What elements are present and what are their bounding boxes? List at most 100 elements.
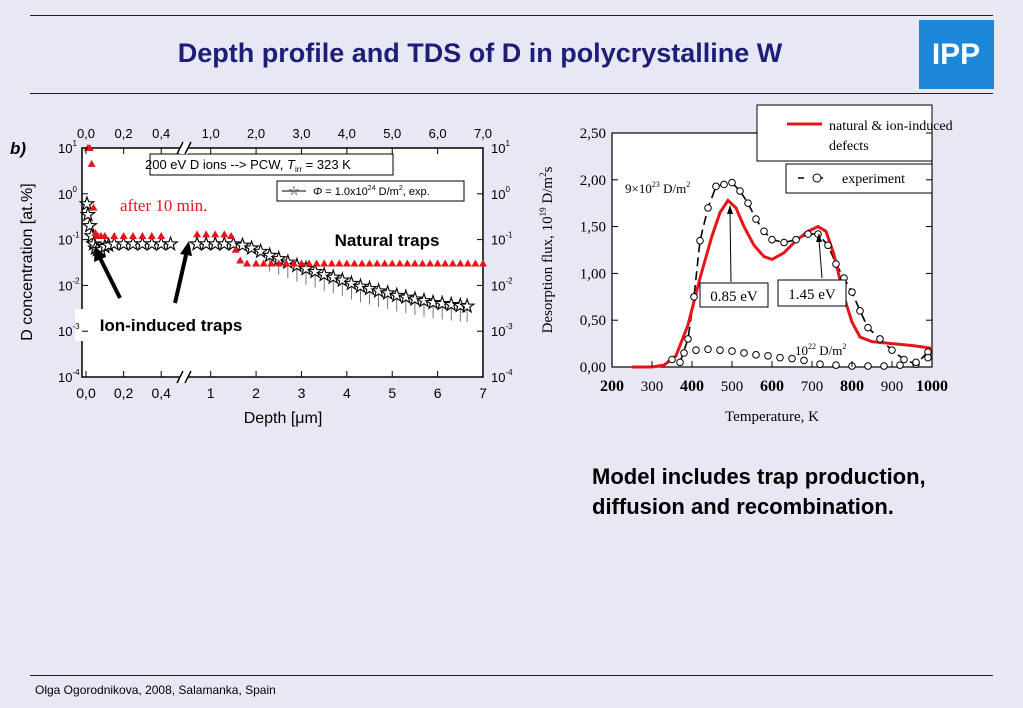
tds-x-tick-label-0: 200 [600,378,624,395]
model-point-36 [357,259,366,267]
axis-break-a-1 [176,370,184,384]
exp-high-point-20 [848,288,856,296]
exp-low-point-7 [752,351,760,359]
exp-point-41 [406,290,424,307]
x-tick-label-b-0: 1 [207,385,215,401]
x-tick-label-b-5: 6 [434,385,442,401]
x-axis-title: Depth [μm] [244,410,323,427]
legend-exp-text: experiment [842,172,905,187]
x-tick-label-1: 0,2 [114,385,134,401]
legend-model-line1: natural & ion-induced [829,119,953,134]
exp-point-43 [424,293,442,310]
model-point-30 [312,259,321,267]
model-point-15 [202,230,211,238]
exp-point-29 [297,260,315,276]
tds-y-tick-label-4: 2,00 [580,173,606,189]
x-tick-label-b-3: 4 [343,385,351,401]
tds-x-tick-label-8: 1000 [916,378,948,395]
exp-low-point-19 [924,353,932,362]
exp-point-45 [442,295,460,312]
title-rule [30,93,993,94]
exp-high-point-15 [804,230,812,238]
ion-induced-traps-label: Ion-induced traps [100,316,243,335]
legend-exp-marker [812,173,822,183]
peak1-arrow [729,211,732,283]
model-point-37 [365,259,374,267]
model-point-18 [227,231,236,239]
x-tick-label-b-1: 2 [252,385,260,401]
model-point-41 [395,259,404,267]
exp-point-25 [261,246,279,263]
y-tick-label-right-4: 10-3 [491,322,513,339]
x-tick-label-b-4: 5 [388,385,396,401]
exp-point-1 [79,205,97,222]
axis-break-b-0 [184,141,192,155]
natural-traps-box [315,224,460,255]
arrow-ion-1-head [94,246,106,262]
exp-low-point-12 [816,360,824,368]
tds-x-tick-label-1: 300 [641,379,664,395]
model-point-9 [119,231,128,239]
exp-low-point-16 [880,362,888,370]
legend-star-marker: ☆ [288,183,300,198]
model-point-10 [129,231,137,239]
tds-y-tick-label-1: 0,50 [580,313,606,329]
y-tick-label-left-1: 100 [58,185,77,202]
model-point-13 [157,231,166,239]
exp-low-point-0 [668,355,676,364]
model-point-8 [110,231,119,239]
exp-point-0 [78,195,96,211]
exp-high-point-2 [690,293,698,301]
exp-low-point-9 [776,353,784,362]
exp-high-point-23 [876,335,884,343]
peak2-label: 1.45 eV [788,287,836,303]
legend-box [276,180,465,202]
ipp-logo: IPP [919,20,994,89]
model-line [632,198,933,369]
tds-x-tick-label-2: 400 [680,378,704,395]
model-point-25 [274,259,283,267]
model-point-46 [433,259,442,267]
model-point-24 [267,259,276,267]
model-point-28 [297,259,306,267]
exp-low-point-1 [680,349,688,357]
series-model [83,144,487,267]
tds-chart: 9×1023 D/m2 1022 D/m2 0.85 eV 1.45 eV na… [538,104,953,425]
exp-low-point-5 [728,347,736,355]
exp-high-point-22 [864,323,872,332]
model-point-1 [85,144,94,151]
model-point-21 [243,259,251,267]
exp-high-point-25 [900,355,908,364]
tds-legend-exp-box [785,163,933,194]
model-point-47 [441,259,450,267]
tds-x-tick-label-4: 600 [760,378,784,395]
exp-high-point-12 [768,235,776,244]
peak1-label: 0.85 eV [710,289,758,305]
exp-point-32 [324,268,342,285]
model-point-3 [89,203,98,211]
y-tick-label-left-0: 101 [58,139,77,156]
tds-x-tick-label-7: 900 [881,379,904,395]
top-tick-label-6: 4,0 [338,126,356,141]
arrow-ion-2-head [180,241,192,256]
exp-point-21 [225,235,242,251]
y-tick-label-left-4: 10-3 [58,322,80,339]
exp-low-point-17 [896,361,904,369]
logo-text: IPP [932,38,980,71]
exp-point-33 [333,271,351,288]
summary-line-2: diffusion and recombination. [592,494,894,519]
natural-traps-label: Natural traps [335,231,440,250]
exp-point-30 [306,262,324,279]
exp-low-point-8 [764,351,772,360]
exp-high-line [679,181,929,366]
exp-high-point-0 [676,358,684,367]
y-tick-label-right-0: 101 [491,139,510,156]
tds-y-tick-label-2: 1,00 [580,266,606,282]
model-point-7 [100,231,109,239]
legend-text: Φ = 1.0x1024 D/m2, exp. [313,185,430,198]
model-point-14 [193,230,202,238]
axis-break-a-0 [176,141,184,155]
arrow-ion-2 [173,254,188,304]
exp-high-point-3 [696,236,704,245]
exp-high-point-4 [704,204,712,212]
